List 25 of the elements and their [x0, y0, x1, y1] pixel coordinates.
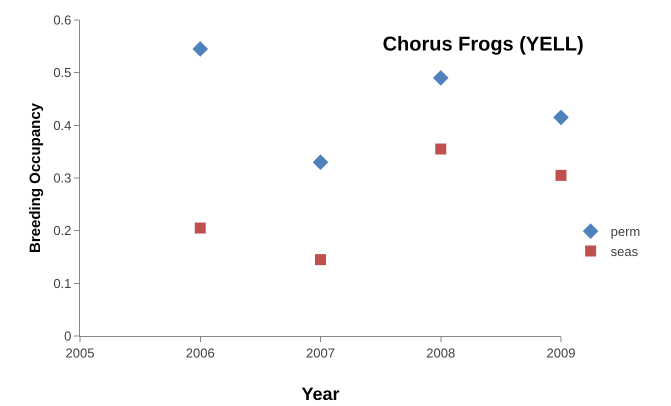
- x-axis-title: Year: [301, 384, 340, 404]
- x-tick-label: 2008: [426, 346, 456, 361]
- y-tick-label: 0.3: [53, 170, 72, 186]
- point: [435, 144, 446, 155]
- y-tick-label: 0.2: [53, 223, 72, 238]
- point: [553, 110, 569, 126]
- point: [194, 222, 206, 234]
- legend-label: perm: [610, 224, 640, 240]
- y-tick-label: 0.5: [53, 65, 72, 80]
- x-tick-label: 2006: [186, 346, 215, 361]
- y-tick-label: 0.4: [53, 118, 72, 133]
- x-tick-label: 2009: [546, 346, 576, 361]
- y-tick-label: 0.1: [53, 276, 72, 291]
- text: Chorus Frogs (YELL): [382, 34, 584, 56]
- point: [312, 154, 328, 170]
- point: [432, 70, 449, 86]
- x-tick-label: 2007: [306, 346, 335, 361]
- point: [192, 41, 208, 57]
- point: [315, 254, 326, 266]
- y-tick-label: 0: [64, 328, 72, 344]
- point: [556, 170, 566, 181]
- x-tick-label: 2005: [66, 346, 94, 361]
- y-tick-label: 0.6: [53, 12, 72, 28]
- y-axis-title: Breeding Occupancy: [27, 102, 44, 254]
- legend-label: seas: [610, 244, 639, 260]
